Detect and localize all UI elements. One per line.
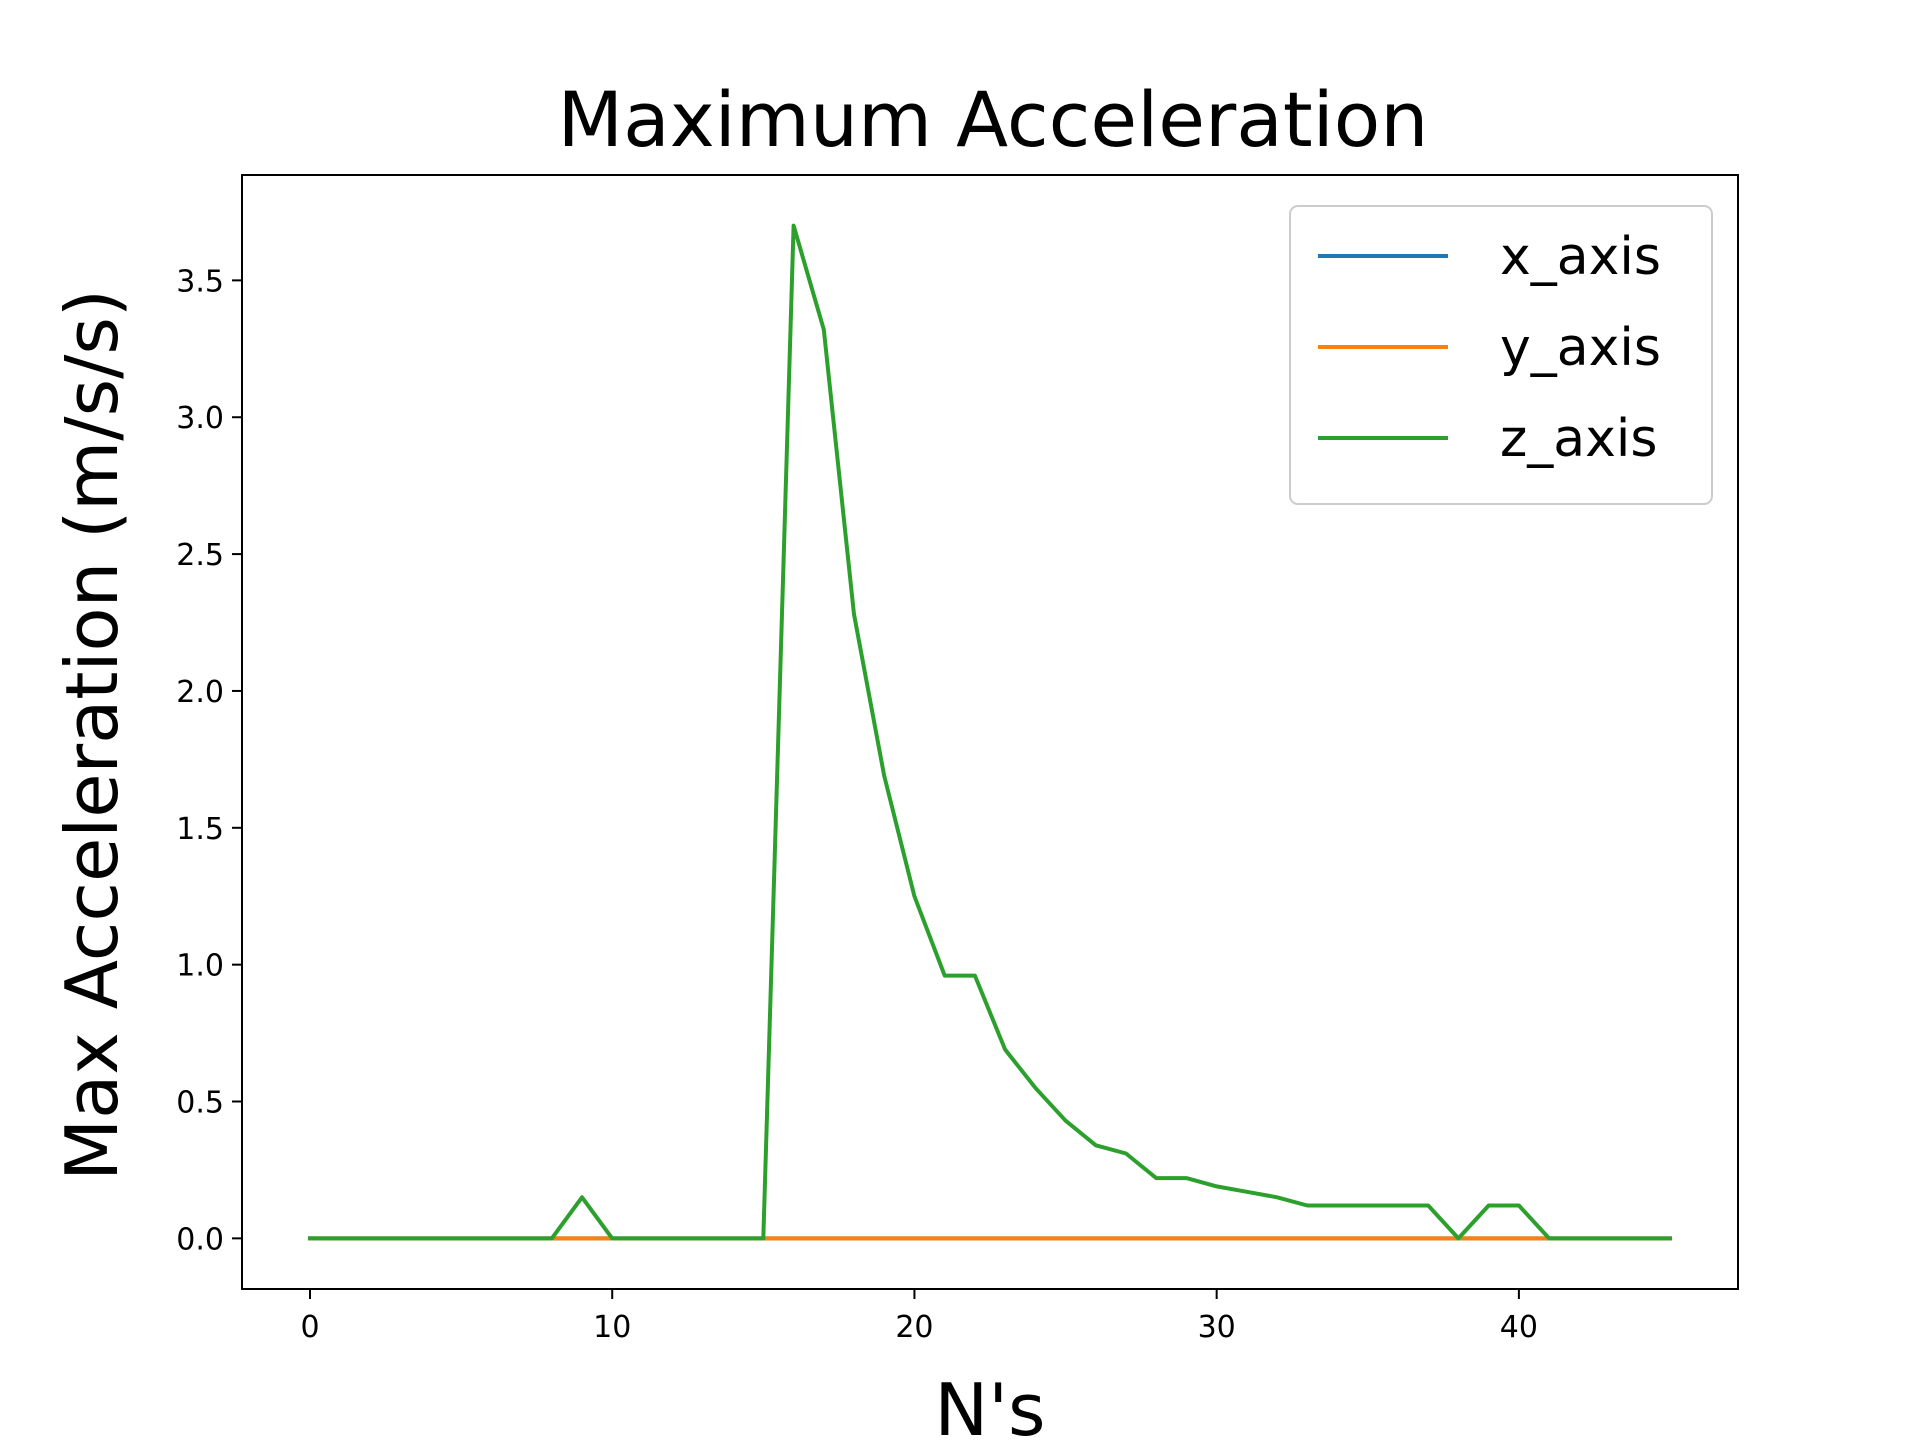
- y-tick-label: 0.0: [176, 1222, 224, 1257]
- y-tick-label: 1.0: [176, 949, 224, 984]
- y-tick-label: 1.5: [176, 812, 224, 847]
- y-tick-label: 2.0: [176, 675, 224, 710]
- x-axis-ticks: 0 10 20 30 40: [300, 1289, 1538, 1345]
- y-tick-label: 3.0: [176, 401, 224, 436]
- legend-label-x-axis: x_axis: [1500, 227, 1661, 287]
- series-line-z-axis: [308, 223, 1672, 1241]
- x-tick-label: 0: [300, 1310, 319, 1345]
- x-tick-label: 10: [593, 1310, 631, 1345]
- y-tick-label: 0.5: [176, 1086, 224, 1121]
- x-tick-label: 40: [1500, 1310, 1538, 1345]
- y-tick-label: 2.5: [176, 538, 224, 573]
- y-axis-ticks: 0.0 0.5 1.0 1.5 2.0 2.5 3.0 3.5: [176, 264, 242, 1257]
- x-tick-label: 30: [1198, 1310, 1236, 1345]
- plot-area-frame: [241, 174, 1739, 1290]
- legend-label-y-axis: y_axis: [1500, 318, 1661, 378]
- legend-entries: x_axis y_axis z_axis: [1318, 227, 1661, 469]
- x-tick-label: 20: [895, 1310, 933, 1345]
- legend-label-z-axis: z_axis: [1500, 409, 1657, 469]
- chart-title: Maximum Acceleration: [558, 75, 1429, 164]
- legend-box: [1289, 205, 1713, 505]
- y-axis-label: Max Acceleration (m/s/s): [50, 289, 134, 1181]
- legend: x_axis y_axis z_axis: [1289, 205, 1713, 505]
- y-tick-label: 3.5: [176, 264, 224, 299]
- x-axis-label: N's: [934, 1368, 1045, 1440]
- series-layer: [308, 223, 1672, 1241]
